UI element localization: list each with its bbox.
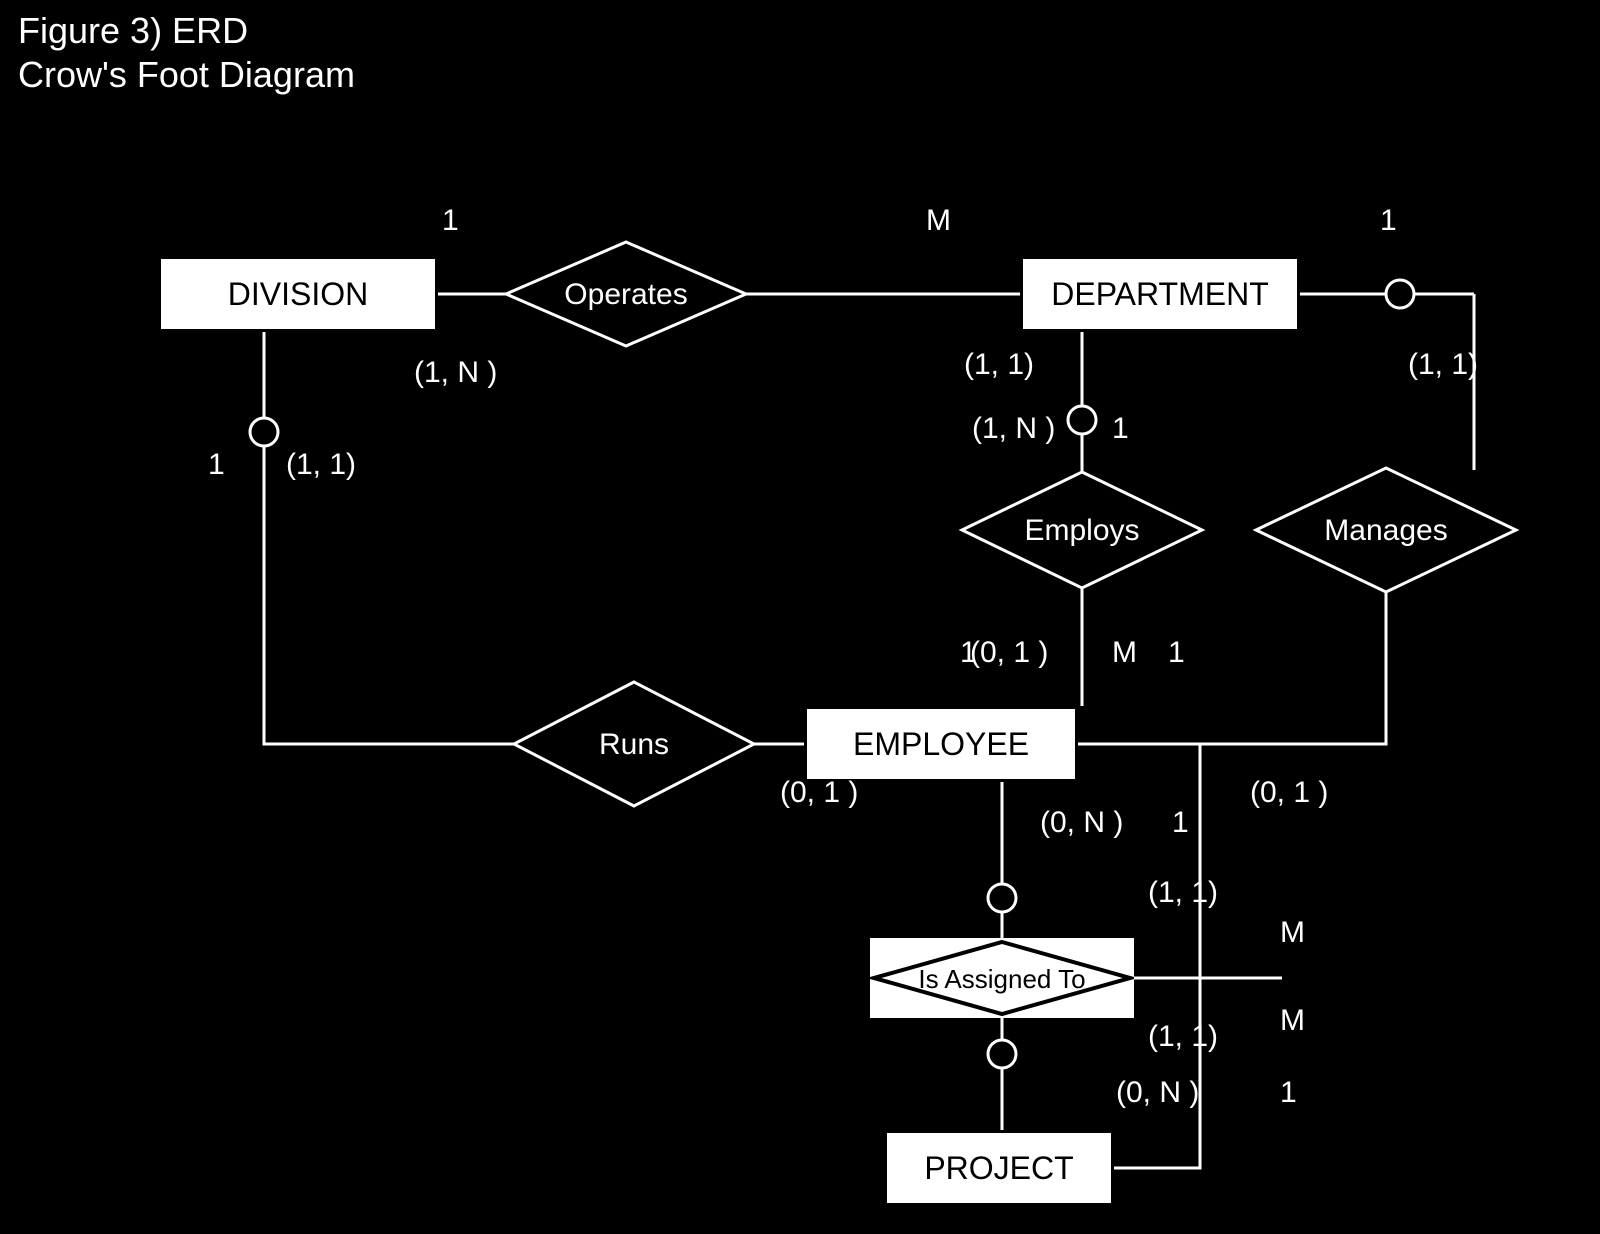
cardinality-operates_M: M	[926, 204, 951, 238]
cardinality-assign_M_bot: M	[1280, 1004, 1305, 1038]
cardinality-department_1: 1	[1380, 204, 1397, 238]
entity-project: PROJECT	[884, 1130, 1114, 1206]
relationship-is-assigned-to: Is Assigned To	[870, 938, 1134, 1018]
entity-department: DEPARTMENT	[1020, 256, 1300, 332]
cardinality-assign_top_11: (1, 1)	[1148, 876, 1218, 910]
cardinality-dept_11: (1, 1)	[1408, 348, 1478, 382]
entity-division: DIVISION	[158, 256, 438, 332]
cardinality-operates_1: 1	[442, 204, 459, 238]
relationship-manages-label: Manages	[1324, 514, 1447, 547]
cardinality-runs_01: (0, 1 )	[780, 776, 858, 810]
cardinality-assign_M_top: M	[1280, 916, 1305, 950]
cardinality-employs_1: 1	[1112, 412, 1129, 446]
edge	[264, 332, 514, 744]
circle-icon	[1386, 280, 1414, 308]
cardinality-employs_11: (1, 1)	[964, 348, 1034, 382]
erd-canvas: Figure 3) ERD Crow's Foot Diagram Operat…	[0, 0, 1600, 1234]
cardinality-employs_M: M	[1112, 636, 1137, 670]
circle-icon	[988, 884, 1016, 912]
cardinality-operates_1N: (1, N )	[414, 356, 497, 390]
cardinality-div_11_left: (1, 1)	[286, 448, 356, 482]
cardinality-manages_01: (0, 1 )	[1250, 776, 1328, 810]
cardinality-runs_1: 1	[960, 636, 977, 670]
cardinality-project_1_right: 1	[1280, 1076, 1297, 1110]
circle-icon	[1068, 406, 1096, 434]
cardinality-assign_bot_11: (1, 1)	[1148, 1020, 1218, 1054]
cardinality-employs_1N: (1, N )	[972, 412, 1055, 446]
cardinality-emp_1_right: 1	[1172, 806, 1189, 840]
cardinality-emp_0N: (0, N )	[1040, 806, 1123, 840]
entity-employee: EMPLOYEE	[804, 706, 1078, 782]
cardinality-div_1_left: 1	[208, 448, 225, 482]
cardinality-employs_01: (0, 1 )	[970, 636, 1048, 670]
relationship-runs-label: Runs	[599, 728, 669, 761]
cardinality-project_0N: (0, N )	[1116, 1076, 1199, 1110]
relationship-operates-label: Operates	[564, 278, 687, 311]
erd-svg: Operates Runs Employs Manages	[0, 0, 1600, 1234]
circle-icon	[988, 1040, 1016, 1068]
circle-icon	[250, 418, 278, 446]
cardinality-manages_1: 1	[1168, 636, 1185, 670]
relationship-employs-label: Employs	[1024, 514, 1139, 547]
